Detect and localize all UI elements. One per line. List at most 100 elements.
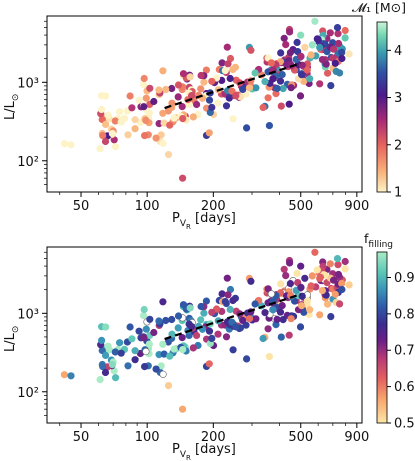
scatter-point	[197, 85, 205, 93]
scatter-point	[60, 140, 69, 148]
scatter-point	[331, 290, 339, 298]
scatter-point	[131, 116, 139, 124]
scatter-point	[223, 274, 231, 282]
y-tick-label: 10³	[17, 76, 39, 91]
scatter-point	[140, 334, 148, 342]
scatter-point	[313, 266, 321, 274]
scatter-point	[131, 125, 139, 133]
scatter-point	[186, 304, 194, 312]
scatter-point	[334, 261, 342, 269]
scatter-point	[327, 313, 335, 321]
scatter-point	[193, 331, 201, 340]
scatter-point	[301, 43, 309, 51]
scatter-point	[159, 298, 167, 306]
scatter-point	[111, 348, 119, 356]
scatter-point	[265, 353, 274, 361]
axis-ticks-bottom: 50 100 200 500 900 10² 10³	[17, 251, 369, 445]
scatter-point	[208, 77, 216, 85]
scatter-point	[179, 114, 187, 123]
scatter-point	[301, 274, 309, 282]
scatter-point	[243, 355, 251, 363]
scatter-point	[318, 287, 327, 295]
scatter-point	[293, 269, 301, 278]
scatter-point	[298, 71, 306, 79]
scatter-point	[326, 29, 334, 37]
scatter-point	[179, 346, 187, 354]
colorbar-title-top: 𝓜₁ [M⊙]	[352, 0, 406, 15]
scatter-points-bottom	[60, 248, 353, 413]
scatter-point	[298, 61, 306, 69]
colorbar-ticks-top: 1 2 3 4	[387, 44, 402, 201]
x-tick-label: 100	[135, 430, 160, 445]
scatter-point	[142, 94, 150, 102]
scatter-point	[205, 129, 213, 137]
scatter-point	[277, 280, 285, 288]
colorbar-tick-label: 1	[394, 186, 402, 201]
scatter-point	[229, 346, 237, 354]
scatter-point	[179, 405, 187, 413]
scatter-point	[221, 66, 229, 75]
scatter-point	[214, 99, 222, 107]
scatter-point	[102, 323, 110, 331]
scatter-point	[296, 92, 305, 100]
scatter-point	[155, 86, 163, 94]
scatter-point	[124, 362, 132, 370]
scatter-point	[179, 174, 187, 182]
scatter-point	[142, 325, 150, 333]
scatter-point	[189, 113, 197, 121]
scatter-point	[96, 376, 104, 384]
panel-top: 50 100 200 500 900 10² 10³ PVR [days] L/L⊙ 𝓜₁ …	[3, 0, 406, 231]
scatter-point	[168, 84, 176, 93]
scatter-point	[166, 352, 174, 360]
scatter-point	[264, 285, 272, 293]
scatter-point	[150, 97, 158, 106]
scatter-point	[150, 328, 158, 337]
scatter-point	[67, 141, 75, 149]
scatter-point	[303, 66, 311, 74]
scatter-point	[126, 92, 134, 100]
scatter-point	[297, 262, 305, 270]
scatter-point	[186, 73, 194, 81]
scatter-point	[60, 371, 69, 379]
colorbar-tick-label: 0.7	[394, 344, 415, 359]
scatter-point	[278, 70, 286, 79]
scatter-point	[333, 255, 342, 263]
x-tick-label: 50	[73, 430, 90, 445]
scatter-point	[297, 283, 305, 292]
scatter-point	[141, 132, 149, 140]
scatter-point	[324, 69, 332, 77]
scatter-point	[142, 116, 150, 125]
scatter-point	[316, 274, 324, 283]
colorbar-tick-label: 0.9	[394, 271, 415, 286]
scatter-point	[251, 300, 259, 308]
scatter-point	[222, 102, 231, 110]
scatter-point	[239, 85, 247, 93]
scatter-point	[223, 43, 231, 51]
scatter-point	[174, 324, 182, 332]
colorbar-ticks-bottom: 0.5 0.6 0.7 0.8 0.9	[387, 271, 415, 432]
scatter-point	[229, 115, 237, 123]
scatter-point	[140, 305, 148, 314]
x-tick-label: 100	[135, 199, 160, 214]
scatter-point	[168, 330, 176, 338]
scatter-point	[273, 84, 281, 92]
scatter-point	[306, 306, 314, 314]
scatter-point	[286, 48, 295, 57]
scatter-point	[243, 124, 251, 132]
axis-ticks-top: 50 100 200 500 900 10² 10³	[17, 20, 369, 214]
scatter-point	[269, 75, 277, 83]
scatter-point	[197, 316, 205, 324]
scatter-points-top	[60, 17, 353, 182]
scatter-point	[104, 111, 112, 119]
scatter-point	[214, 330, 222, 338]
scatter-point	[298, 302, 306, 310]
scatter-point	[345, 50, 353, 58]
scatter-point	[124, 131, 132, 139]
scatter-point	[193, 100, 201, 109]
scatter-point	[259, 334, 267, 343]
scatter-point	[140, 80, 148, 89]
scatter-point	[280, 34, 288, 42]
scatter-point	[166, 121, 174, 129]
scatter-point	[115, 108, 124, 116]
scatter-point	[164, 382, 173, 390]
